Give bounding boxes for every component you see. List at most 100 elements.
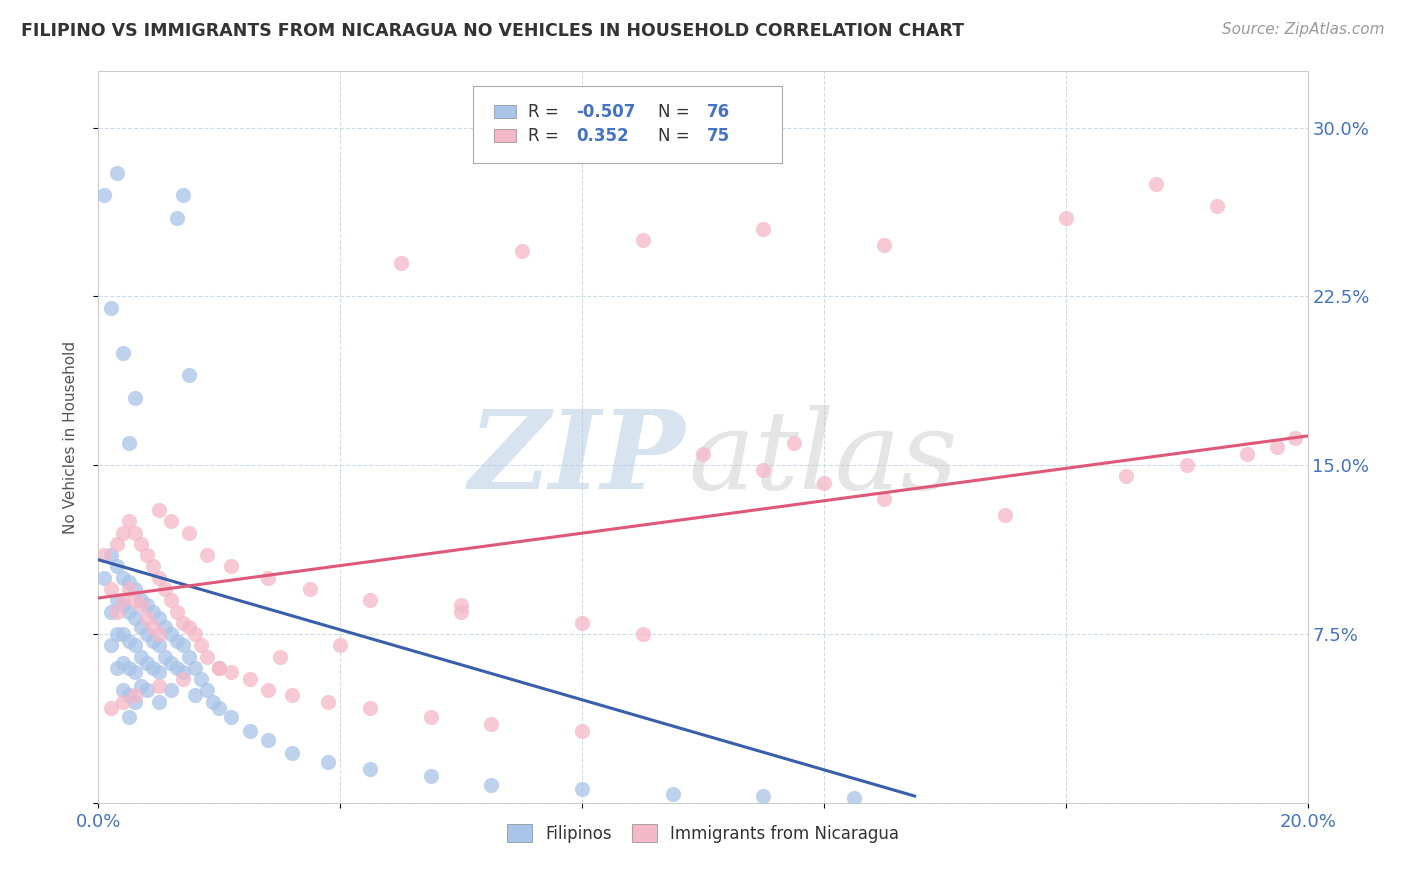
Text: atlas: atlas <box>689 405 957 513</box>
Point <box>1175 458 1198 473</box>
Point <box>450 598 472 612</box>
Point <box>481 778 503 792</box>
Point <box>256 732 278 747</box>
Point <box>148 503 170 517</box>
Point <box>692 447 714 461</box>
Point <box>111 345 134 359</box>
Point <box>118 688 141 702</box>
Point <box>195 548 218 562</box>
Point <box>190 672 212 686</box>
Point <box>510 244 533 259</box>
Point <box>135 657 157 671</box>
Point <box>329 638 352 652</box>
FancyBboxPatch shape <box>474 86 782 163</box>
Point <box>420 769 443 783</box>
Point <box>208 661 231 675</box>
Point <box>190 638 212 652</box>
Point <box>360 762 382 776</box>
Point <box>1284 431 1306 445</box>
Point <box>166 633 188 648</box>
Point <box>118 575 141 590</box>
Point <box>179 525 201 540</box>
Point <box>129 593 152 607</box>
Point <box>153 582 176 596</box>
Point <box>129 537 152 551</box>
Point <box>1115 469 1137 483</box>
Point <box>450 605 472 619</box>
Point <box>129 649 152 664</box>
Point <box>105 627 128 641</box>
Point <box>166 605 188 619</box>
Point <box>184 627 207 641</box>
Point <box>148 571 170 585</box>
Point <box>100 548 122 562</box>
Point <box>124 638 146 652</box>
Point <box>1267 440 1289 454</box>
Point <box>281 746 304 760</box>
Point <box>118 515 141 529</box>
Text: N =: N = <box>658 103 695 120</box>
Point <box>752 789 775 803</box>
Point <box>202 694 225 708</box>
Point <box>208 661 231 675</box>
Point <box>172 672 194 686</box>
Point <box>124 688 146 702</box>
Point <box>221 665 243 680</box>
Point <box>153 620 176 634</box>
Point <box>1054 211 1077 225</box>
Point <box>118 710 141 724</box>
Point <box>105 537 128 551</box>
Point <box>360 701 382 715</box>
Text: FILIPINO VS IMMIGRANTS FROM NICARAGUA NO VEHICLES IN HOUSEHOLD CORRELATION CHART: FILIPINO VS IMMIGRANTS FROM NICARAGUA NO… <box>21 22 965 40</box>
Point <box>111 525 134 540</box>
Point <box>221 559 243 574</box>
Point <box>160 593 183 607</box>
Point <box>135 611 157 625</box>
Point <box>166 211 188 225</box>
Point <box>184 688 207 702</box>
Point <box>172 188 194 202</box>
Point <box>1236 447 1258 461</box>
Point <box>179 620 201 634</box>
Point <box>783 435 806 450</box>
Point <box>316 756 339 770</box>
Point <box>571 723 593 738</box>
Point <box>1144 177 1167 191</box>
Point <box>129 598 152 612</box>
Point <box>631 233 654 247</box>
Point <box>208 701 231 715</box>
Point <box>124 593 146 607</box>
Point <box>160 683 183 698</box>
Point <box>844 791 866 805</box>
Point <box>124 582 146 596</box>
Point <box>166 661 188 675</box>
Point <box>111 598 134 612</box>
Text: R =: R = <box>527 127 564 145</box>
Point <box>135 627 157 641</box>
Point <box>148 665 170 680</box>
Point <box>124 391 146 405</box>
Point <box>571 615 593 630</box>
Point <box>179 649 201 664</box>
Point <box>420 710 443 724</box>
Text: 75: 75 <box>707 127 730 145</box>
Point <box>160 627 183 641</box>
Point <box>256 571 278 585</box>
Point <box>100 701 122 715</box>
Point <box>281 688 304 702</box>
Point <box>100 582 122 596</box>
Point <box>93 188 115 202</box>
Point <box>142 620 165 634</box>
Point <box>105 166 128 180</box>
Point <box>135 548 157 562</box>
Point <box>118 661 141 675</box>
Point <box>105 559 128 574</box>
Point <box>124 665 146 680</box>
Point <box>129 620 152 634</box>
Point <box>100 638 122 652</box>
Legend: Filipinos, Immigrants from Nicaragua: Filipinos, Immigrants from Nicaragua <box>501 818 905 849</box>
Point <box>129 679 152 693</box>
Y-axis label: No Vehicles in Household: No Vehicles in Household <box>63 341 77 533</box>
Point <box>105 661 128 675</box>
Point <box>184 661 207 675</box>
